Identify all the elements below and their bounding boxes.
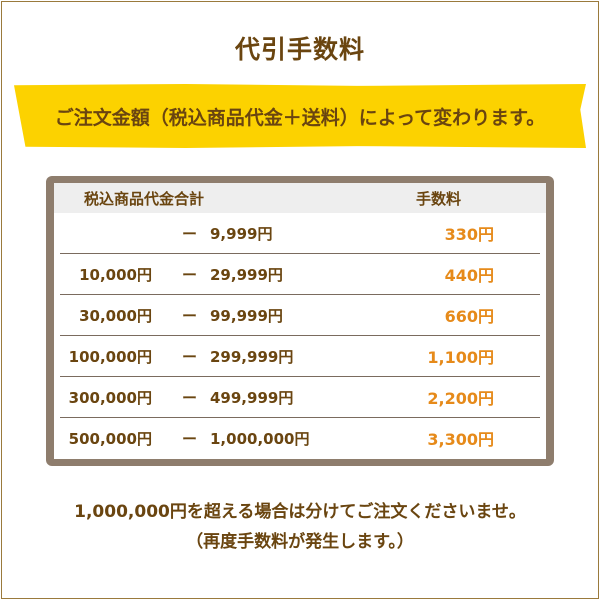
fee-value: 660円 — [444, 307, 494, 326]
header-amount: 税込商品代金合計 — [84, 189, 205, 208]
fee-value: 1,100円 — [427, 348, 494, 367]
range-to: 29,999円 — [210, 265, 283, 284]
table-row: ー 9,999円 330円 — [60, 213, 540, 254]
range-dash: ー — [182, 224, 198, 243]
range-dash: ー — [182, 429, 198, 448]
range-from: 10,000円 — [79, 265, 152, 284]
range-to: 1,000,000円 — [210, 429, 310, 448]
range-to: 9,999円 — [210, 224, 273, 243]
banner-text: ご注文金額（税込商品代金＋送料）によって変わります。 — [54, 106, 546, 129]
table-row: 500,000円 ー 1,000,000円 3,300円 — [60, 418, 540, 458]
range-dash: ー — [182, 265, 198, 284]
fee-value: 2,200円 — [427, 389, 494, 408]
range-from: 300,000円 — [68, 388, 152, 407]
range-to: 99,999円 — [210, 306, 283, 325]
fee-value: 3,300円 — [427, 430, 494, 449]
range-from: 30,000円 — [79, 306, 152, 325]
table-row: 100,000円 ー 299,999円 1,100円 — [60, 336, 540, 377]
fee-table: 税込商品代金合計 手数料 ー 9,999円 330円 10,000円ー 29,999円 4… — [46, 176, 554, 466]
fee-value: 330円 — [444, 225, 494, 244]
range-dash: ー — [182, 306, 198, 325]
fee-value: 440円 — [444, 266, 494, 285]
range-to: 299,999円 — [210, 347, 294, 366]
range-dash: ー — [182, 347, 198, 366]
table-header: 税込商品代金合計 手数料 — [54, 183, 546, 213]
table-row: 30,000円 ー 99,999円 660円 — [60, 295, 540, 336]
table-row: 10,000円 ー 29,999円 440円 — [60, 254, 540, 295]
note-line-2: （再度手数料が発生します。） — [186, 532, 414, 552]
table-row: 300,000円 ー 499,999円 2,200円 — [60, 377, 540, 418]
range-from: 100,000円 — [68, 347, 152, 366]
header-fee: 手数料 — [416, 189, 462, 208]
banner: ご注文金額（税込商品代金＋送料）によって変わります。 — [14, 84, 586, 148]
range-from: 500,000円 — [68, 429, 152, 448]
page-title: 代引手数料 — [234, 35, 365, 64]
note-line-1: 1,000,000円を超える場合は分けてご注文くださいませ。 — [74, 502, 526, 522]
range-to: 499,999円 — [210, 388, 294, 407]
range-dash: ー — [182, 388, 198, 407]
